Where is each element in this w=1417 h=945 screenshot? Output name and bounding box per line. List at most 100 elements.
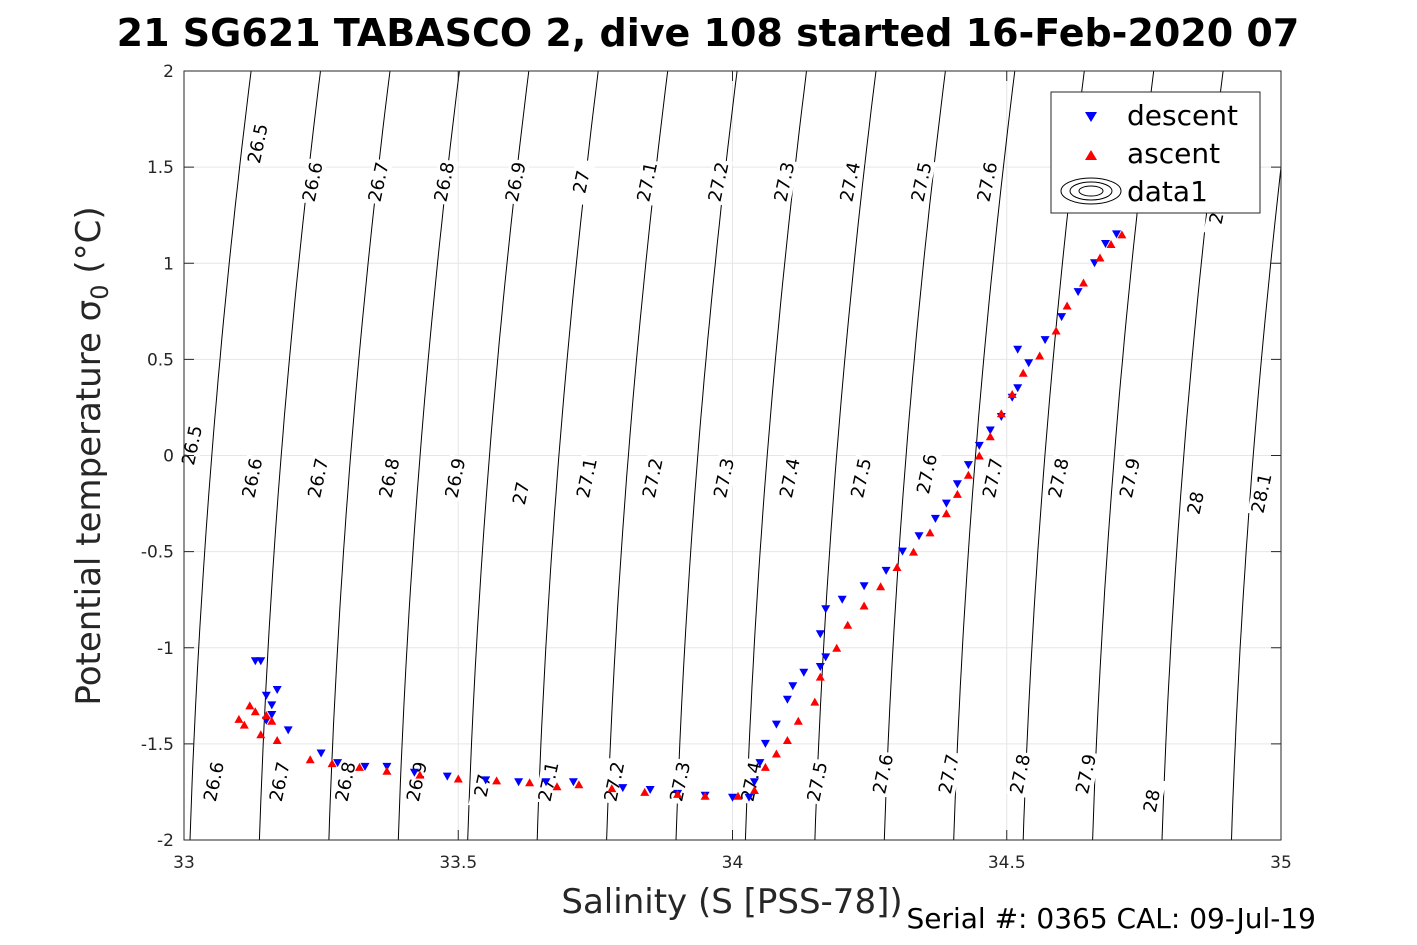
legend-ascent-marker — [1085, 150, 1097, 160]
contour-label: 27.6 — [973, 158, 1002, 206]
contour-label-bg — [1005, 750, 1035, 798]
y-tick-label: 0.5 — [147, 350, 174, 370]
contour-label: 27.7 — [934, 750, 964, 798]
contour-label-text: 27.9 — [1116, 456, 1145, 500]
contour-label: 27 — [468, 761, 498, 810]
legend: descent ascent data1 — [1050, 91, 1261, 214]
descent-point — [837, 595, 847, 604]
contour-label: 26.8 — [331, 758, 360, 806]
legend-data1-label: data1 — [1127, 175, 1208, 208]
contour-label-text: 27 — [471, 772, 496, 799]
contour-label: 26.7 — [364, 158, 393, 206]
ascent-point — [985, 432, 995, 441]
y-tick-label: 2 — [163, 62, 174, 82]
contour-label-text: 27.1 — [573, 456, 602, 500]
descent-point — [749, 778, 759, 787]
contour-label-bg — [973, 158, 1002, 206]
contour-label-text: 26.9 — [403, 760, 432, 804]
ascent-point — [272, 736, 282, 744]
descent-point — [1073, 288, 1083, 297]
contour-label: 27.3 — [665, 758, 695, 806]
contour-label: 28.1 — [1247, 469, 1276, 517]
serial-cal-annotation: Serial #: 0365 CAL: 09-Jul-19 — [906, 902, 1316, 935]
contour-label-bg — [298, 158, 328, 206]
descent-point — [1101, 240, 1110, 248]
y-tick-label: 1 — [163, 254, 174, 274]
descent-point — [821, 605, 831, 614]
ascent-point — [909, 547, 918, 556]
descent-point — [941, 499, 951, 508]
descent-point — [442, 772, 452, 781]
contour-label-bg — [303, 454, 333, 502]
contour-label: 27 — [567, 158, 596, 206]
ascent-point — [832, 643, 842, 652]
ascent-point — [963, 470, 973, 479]
contour-label-bg — [1115, 454, 1145, 502]
contour-label-bg — [638, 454, 668, 502]
ascent-point — [1079, 278, 1088, 287]
contour-label-text: 27.2 — [639, 456, 668, 500]
contour-label-bg — [430, 158, 459, 206]
descent-point — [898, 547, 907, 556]
contour-label-bg — [775, 454, 805, 502]
isopycnal-line — [1231, 71, 1282, 841]
contour-label-text: 27 — [509, 480, 534, 507]
contour-label-text: 27.5 — [803, 760, 832, 804]
contour-label-bg — [468, 761, 498, 810]
isopycnal-line — [953, 70, 1016, 841]
ascent-point — [1106, 240, 1116, 248]
contour-label-text: 27.8 — [1006, 752, 1035, 796]
descent-point — [645, 786, 655, 794]
ascent-point — [453, 774, 463, 783]
y-tick-label: -0.5 — [141, 543, 174, 563]
y-tick-label: 0 — [163, 447, 174, 467]
contour-label-bg — [934, 750, 964, 798]
contour-label-bg — [441, 454, 470, 502]
descent-point — [771, 720, 781, 729]
x-tick-label: 33 — [173, 853, 195, 873]
contour-label-bg — [238, 454, 267, 502]
descent-point — [409, 768, 419, 777]
contour-label: 27.8 — [1005, 750, 1035, 798]
ascent-point — [1035, 351, 1045, 360]
contour-label: 27.8 — [1044, 454, 1074, 502]
contour-label-text: 28 — [1140, 788, 1165, 815]
contour-label-text: 27.6 — [913, 452, 942, 496]
contour-label-text: 26.6 — [238, 456, 267, 500]
ascent-point — [492, 776, 502, 785]
descent-point — [272, 686, 282, 694]
ascent-point — [771, 749, 781, 758]
contour-label: 26.6 — [238, 454, 267, 502]
ascent-point — [234, 714, 244, 723]
contour-label: 27.2 — [638, 454, 668, 502]
descent-point — [914, 532, 924, 541]
contour-label-bg — [632, 158, 662, 206]
descent-point — [568, 778, 578, 787]
contour-label-bg — [978, 454, 1008, 502]
contour-label-text: 26.7 — [304, 456, 333, 500]
isopycnal-line — [744, 70, 807, 841]
contour-label-text: 27.3 — [710, 456, 739, 500]
y-tick-label: -1.5 — [141, 735, 174, 755]
contour-label-bg — [835, 158, 865, 206]
descent-point — [952, 480, 962, 489]
contour-label-bg — [501, 158, 531, 206]
ascent-point — [952, 489, 962, 498]
contour-label-text: 27.4 — [776, 456, 805, 500]
contour-label: 27.7 — [978, 454, 1008, 502]
ascent-point — [760, 762, 770, 771]
descent-point — [1112, 230, 1121, 239]
contour-label-bg — [1071, 750, 1101, 798]
contour-label-bg — [803, 758, 832, 806]
ascent-point — [239, 720, 249, 729]
contour-label-text: 26.5 — [178, 424, 207, 468]
descent-point — [815, 663, 825, 671]
contour-label: 26.8 — [375, 454, 404, 502]
ascent-point — [355, 762, 364, 771]
contour-label-text: 26.7 — [266, 760, 295, 804]
contour-label-bg — [243, 119, 273, 168]
contour-label-bg — [600, 758, 629, 806]
ascent-point — [974, 451, 984, 460]
contour-label-text: 26.9 — [441, 456, 470, 500]
